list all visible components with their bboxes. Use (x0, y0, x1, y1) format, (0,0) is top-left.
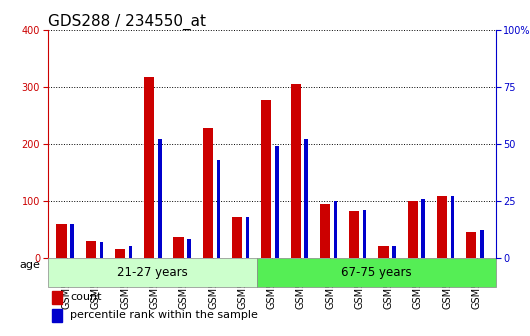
Bar (232, 217, 242, 258)
Text: age: age (20, 260, 40, 270)
Bar (320, 204, 330, 258)
Text: 67-75 years: 67-75 years (341, 266, 411, 279)
Bar (392, 246, 396, 258)
Text: GDS288 / 234550_at: GDS288 / 234550_at (48, 14, 206, 30)
Text: 21-27 years: 21-27 years (117, 266, 188, 279)
Bar (450, 196, 454, 258)
Bar (304, 139, 308, 258)
Bar (56, 223, 67, 258)
Bar (86, 241, 96, 258)
Bar (246, 217, 250, 258)
Bar (261, 99, 271, 258)
Bar (48, 258, 257, 287)
Bar (187, 240, 191, 258)
Bar (290, 84, 301, 258)
Bar (257, 258, 496, 287)
Bar (480, 230, 483, 258)
Bar (408, 201, 418, 258)
Bar (52, 308, 62, 322)
Bar (158, 139, 162, 258)
Bar (115, 249, 125, 258)
Bar (437, 196, 447, 258)
Bar (144, 77, 154, 258)
Bar (52, 291, 62, 304)
Bar (349, 211, 359, 258)
Bar (202, 128, 213, 258)
Bar (129, 246, 132, 258)
Bar (100, 242, 103, 258)
Bar (334, 201, 337, 258)
Bar (70, 223, 74, 258)
Text: count: count (70, 292, 102, 302)
Bar (466, 232, 476, 258)
Bar (421, 199, 425, 258)
Bar (217, 160, 220, 258)
Bar (275, 146, 279, 258)
Bar (173, 237, 184, 258)
Text: percentile rank within the sample: percentile rank within the sample (70, 310, 258, 320)
Bar (363, 210, 366, 258)
Bar (378, 246, 388, 258)
